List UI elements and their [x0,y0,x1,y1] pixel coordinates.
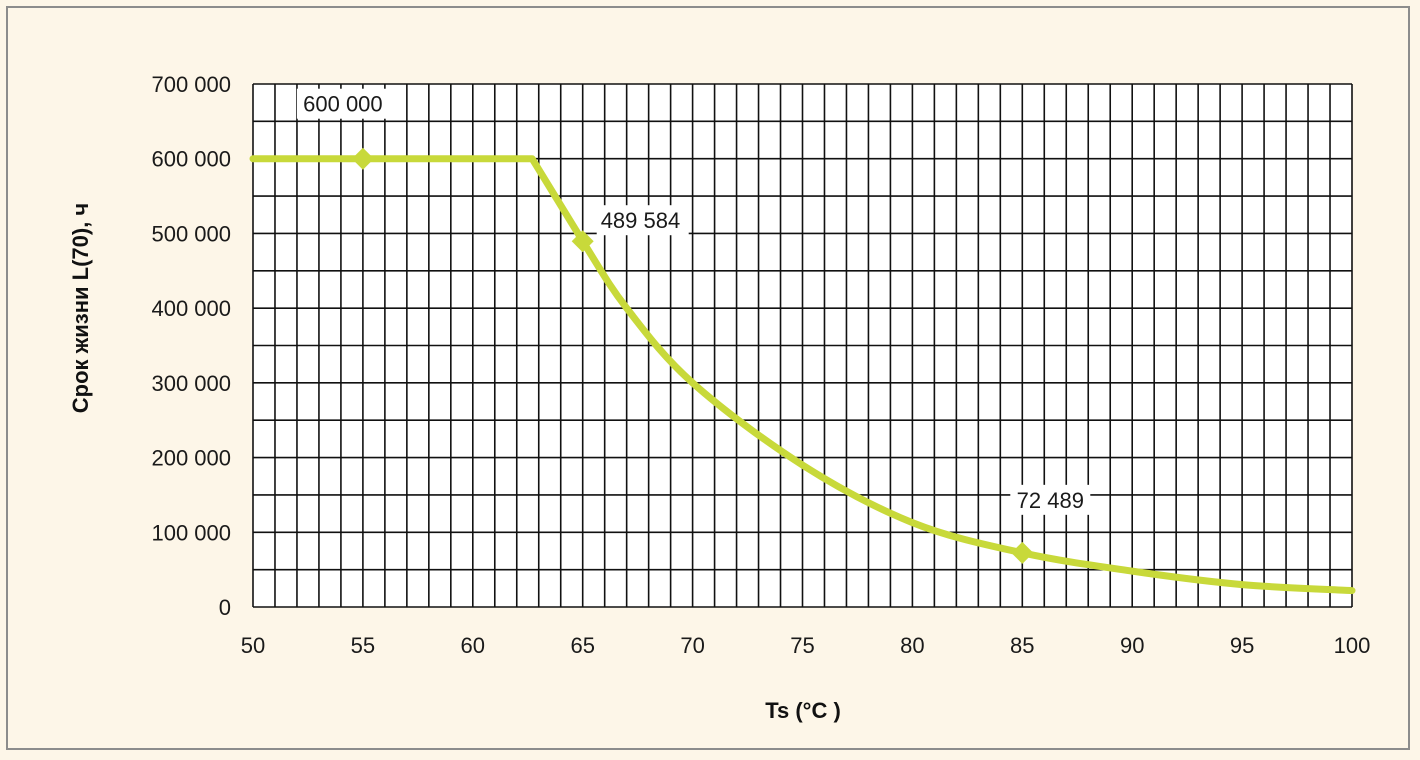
y-tick-label: 300 000 [151,371,231,396]
x-tick-label: 60 [461,633,485,658]
x-axis-title: Ts (°C ) [765,698,841,723]
annotation-bg [596,205,689,236]
y-tick-label: 600 000 [151,147,231,172]
x-tick-label: 75 [790,633,814,658]
y-tick-label: 200 000 [151,446,231,471]
y-tick-label: 100 000 [151,520,231,545]
x-tick-label: 85 [1010,633,1034,658]
data-marker [1011,541,1034,564]
grid [252,83,1353,608]
data-marker [351,147,374,170]
x-tick-label: 80 [900,633,924,658]
data-label: 489 584 [601,208,681,233]
x-tick-labels: 50 55 60 65 70 75 80 85 90 95 100 [241,633,1371,658]
x-tick-label: 95 [1230,633,1254,658]
annotation-bg [1010,484,1091,515]
y-tick-labels: 0 100 000 200 000 300 000 400 000 500 000 600 … [151,72,231,620]
y-tick-label: 0 [219,595,231,620]
series-line [249,155,1356,595]
annotation-bg [296,88,389,119]
y-tick-label: 500 000 [151,221,231,246]
data-label: 72 489 [1017,488,1084,513]
y-tick-label: 400 000 [151,296,231,321]
markers: 600 000 489 584 72 489 [296,88,1091,564]
x-tick-label: 90 [1120,633,1144,658]
y-axis-title: Срок жизни L(70), ч [68,203,93,413]
data-marker [571,230,594,253]
x-tick-label: 50 [241,633,265,658]
x-tick-label: 65 [570,633,594,658]
x-tick-label: 55 [351,633,375,658]
y-tick-label: 700 000 [151,72,231,97]
data-label: 600 000 [303,92,383,117]
x-tick-label: 100 [1334,633,1371,658]
x-tick-label: 70 [680,633,704,658]
